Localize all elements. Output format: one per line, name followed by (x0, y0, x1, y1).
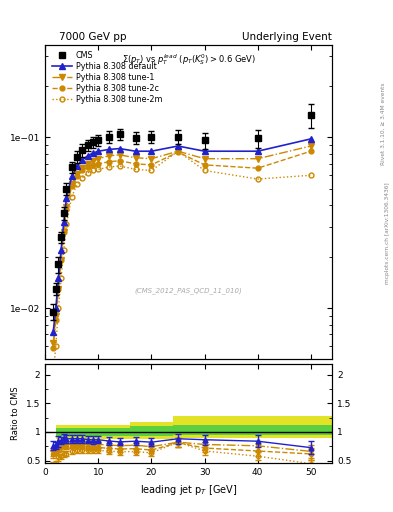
Text: (CMS_2012_PAS_QCD_11_010): (CMS_2012_PAS_QCD_11_010) (135, 287, 242, 293)
Text: mcplots.cern.ch [arXiv:1306.3436]: mcplots.cern.ch [arXiv:1306.3436] (385, 183, 389, 284)
Y-axis label: $\langle$ sum $p_T(K_S^0)$ $\rangle$ / d$\eta$d$\phi$ [GeV]: $\langle$ sum $p_T(K_S^0)$ $\rangle$ / d… (0, 144, 4, 260)
Text: Rivet 3.1.10, ≥ 3.4M events: Rivet 3.1.10, ≥ 3.4M events (381, 82, 386, 164)
Text: Underlying Event: Underlying Event (242, 32, 332, 42)
Text: $\Sigma(p_T)$ vs $p_T^{lead}$ ($p_T(K_S^0)>0.6$ GeV): $\Sigma(p_T)$ vs $p_T^{lead}$ ($p_T(K_S^… (121, 52, 256, 67)
Legend: CMS, Pythia 8.308 default, Pythia 8.308 tune-1, Pythia 8.308 tune-2c, Pythia 8.3: CMS, Pythia 8.308 default, Pythia 8.308 … (49, 49, 165, 106)
X-axis label: leading jet p$_T$ [GeV]: leading jet p$_T$ [GeV] (140, 483, 237, 497)
Text: 7000 GeV pp: 7000 GeV pp (59, 32, 127, 42)
Y-axis label: Ratio to CMS: Ratio to CMS (11, 387, 20, 440)
